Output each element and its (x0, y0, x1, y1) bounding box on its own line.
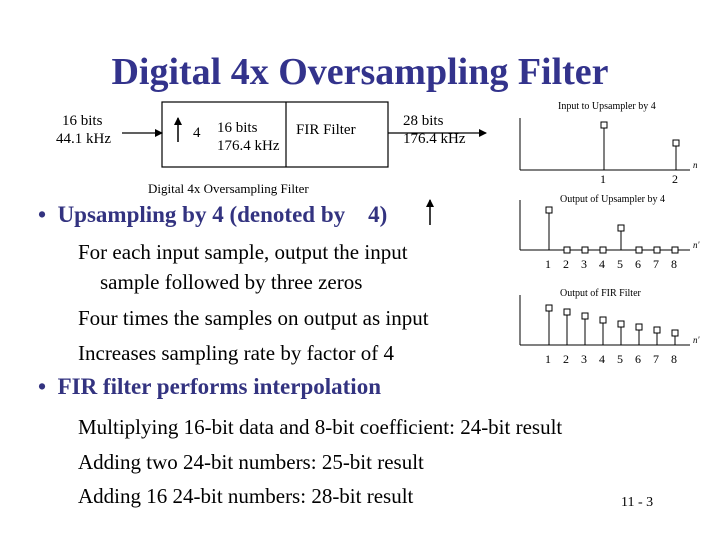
input-bits-label: 16 bits (62, 113, 103, 129)
output-bits-label: 28 bits (403, 113, 444, 129)
stem-head (635, 323, 643, 331)
plot-input (519, 118, 690, 171)
plot-title: Output of Upsampler by 4 (560, 194, 665, 205)
stem-head (600, 121, 608, 129)
stem-head (581, 312, 589, 320)
tick-label: 6 (635, 352, 641, 366)
upsampler-factor: 4 (193, 125, 201, 141)
stem-head (617, 320, 625, 328)
stem-head (545, 206, 553, 214)
zero-sample (653, 246, 661, 254)
output-rate-label: 176.4 kHz (403, 131, 466, 147)
stem-head (599, 316, 607, 324)
tick-label: 8 (671, 352, 677, 366)
tick-label: 7 (653, 257, 659, 271)
tick-label: 3 (581, 352, 587, 366)
plot-fir-output (519, 295, 690, 346)
zero-sample (635, 246, 643, 254)
tick-label: 1 (545, 257, 551, 271)
page-title: Digital 4x Oversampling Filter (111, 51, 609, 93)
stem-head (653, 326, 661, 334)
plot-title: Input to Upsampler by 4 (558, 101, 656, 112)
tick-label: 6 (635, 257, 641, 271)
upsampler-block (161, 101, 389, 168)
stem-head (672, 139, 680, 147)
tick-label: 2 (563, 257, 569, 271)
axis-var-label: n' (693, 240, 700, 250)
stem-head (563, 308, 571, 316)
sub-bullet: Adding two 24-bit numbers: 25-bit result (78, 450, 424, 474)
zero-sample (671, 246, 679, 254)
sub-bullet: Increases sampling rate by factor of 4 (78, 341, 395, 365)
diagram-caption: Digital 4x Oversampling Filter (148, 181, 309, 196)
bullet-upsampling: • Upsampling by 4 (denoted by 4) (38, 202, 388, 227)
tick-label: 5 (617, 352, 623, 366)
tick-label: 5 (617, 257, 623, 271)
sub-bullet-cont: sample followed by three zeros (100, 270, 363, 294)
tick-label: 7 (653, 352, 659, 366)
fir-filter-label: FIR Filter (296, 122, 356, 138)
zero-sample (581, 246, 589, 254)
tick-label: 2 (672, 172, 678, 186)
stem-head (671, 329, 679, 337)
mid-bits-label: 16 bits (217, 120, 258, 136)
axis-var-label: n' (693, 335, 700, 345)
input-rate-label: 44.1 kHz (56, 131, 111, 147)
tick-label: 3 (581, 257, 587, 271)
tick-label: 1 (600, 172, 606, 186)
stem-head (617, 224, 625, 232)
mid-rate-label: 176.4 kHz (217, 138, 280, 154)
tick-label: 2 (563, 352, 569, 366)
sub-bullet: Multiplying 16-bit data and 8-bit coeffi… (78, 415, 563, 439)
bullet-fir: • FIR filter performs interpolation (38, 374, 381, 399)
tick-label: 4 (599, 352, 605, 366)
tick-label: 4 (599, 257, 605, 271)
tick-label: 8 (671, 257, 677, 271)
slide-number: 11 - 3 (621, 495, 654, 510)
plot-upsampler-output (519, 200, 690, 254)
zero-sample (599, 246, 607, 254)
tick-label: 1 (545, 352, 551, 366)
stem-head (545, 304, 553, 312)
sub-bullet: For each input sample, output the input (78, 240, 408, 264)
plot-title: Output of FIR Filter (560, 288, 641, 299)
axis-var-label: n (693, 160, 698, 170)
zero-sample (563, 246, 571, 254)
sub-bullet: Adding 16 24-bit numbers: 28-bit result (78, 484, 414, 508)
sub-bullet: Four times the samples on output as inpu… (78, 306, 429, 330)
